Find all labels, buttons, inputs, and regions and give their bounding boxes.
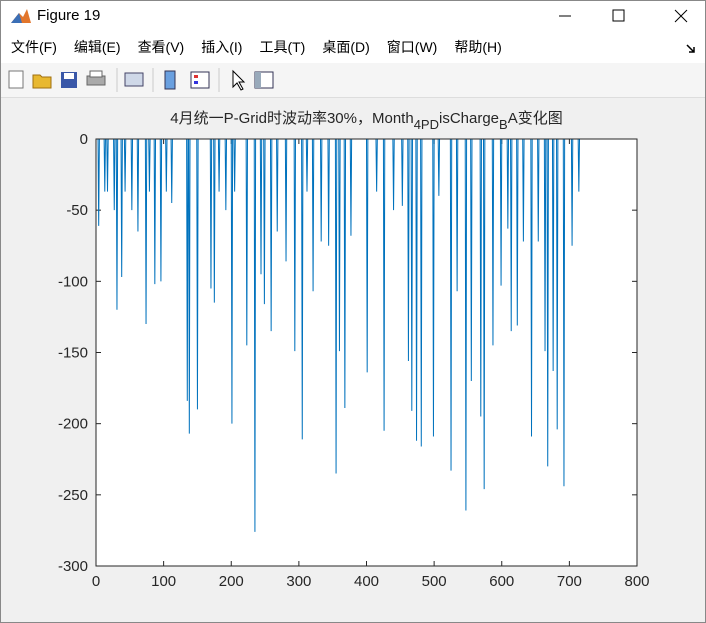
y-tick-label: 0 [80, 131, 88, 148]
x-tick-label: 0 [92, 573, 100, 590]
x-tick-label: 500 [422, 573, 447, 590]
menu-bar: 文件(F) 编辑(E) 查看(V) 插入(I) 工具(T) 桌面(D) 窗口(W) 帮助(H) [1, 31, 705, 63]
toolbar [1, 63, 705, 98]
window-controls[interactable] [545, 1, 705, 31]
menu-item[interactable]: 文件(F) [11, 39, 57, 55]
x-tick-label: 400 [354, 573, 379, 590]
x-tick-label: 600 [489, 573, 514, 590]
title-subscript: 4PD [414, 117, 439, 132]
chart-title: 4月统一P-Grid时波动率30%，Month4PDisChargeBA变化图 [170, 110, 562, 132]
x-tick-label: 800 [624, 573, 649, 590]
menu-item[interactable]: 工具(T) [259, 39, 306, 55]
x-tick-label: 300 [286, 573, 311, 590]
axes-box [95, 138, 638, 567]
window-title: Figure 19 [37, 7, 101, 24]
y-tick-label: -300 [58, 558, 88, 575]
y-tick-label: -100 [58, 273, 88, 290]
title-text: A变化图 [508, 110, 563, 127]
dock-arrow[interactable] [685, 43, 697, 55]
menu-item[interactable]: 桌面(D) [322, 39, 370, 55]
toolbar-icons[interactable] [1, 63, 301, 97]
title-text: isCharge [439, 110, 499, 127]
title-subscript: B [499, 117, 508, 132]
title-text: 4月统一P-Grid时波动率30%，Month [170, 110, 413, 127]
y-tick-label: -200 [58, 416, 88, 433]
app-icon [11, 9, 31, 23]
menu-item[interactable]: 查看(V) [137, 39, 185, 55]
title-bar: Figure 19 [1, 1, 705, 31]
x-tick-label: 700 [557, 573, 582, 590]
y-tick-label: -150 [58, 345, 88, 362]
y-tick-label: -50 [66, 202, 88, 219]
menu-item[interactable]: 帮助(H) [454, 39, 502, 55]
x-tick-label: 200 [219, 573, 244, 590]
plot-area: 4月统一P-Grid时波动率30%，Month4PDisChargeBA变化图 0… [58, 110, 650, 590]
menu-item[interactable]: 编辑(E) [73, 39, 121, 55]
menu-item[interactable]: 插入(I) [201, 39, 243, 55]
x-tick-label: 100 [151, 573, 176, 590]
y-tick-label: -250 [58, 487, 88, 504]
menu-item[interactable]: 窗口(W) [386, 39, 438, 55]
